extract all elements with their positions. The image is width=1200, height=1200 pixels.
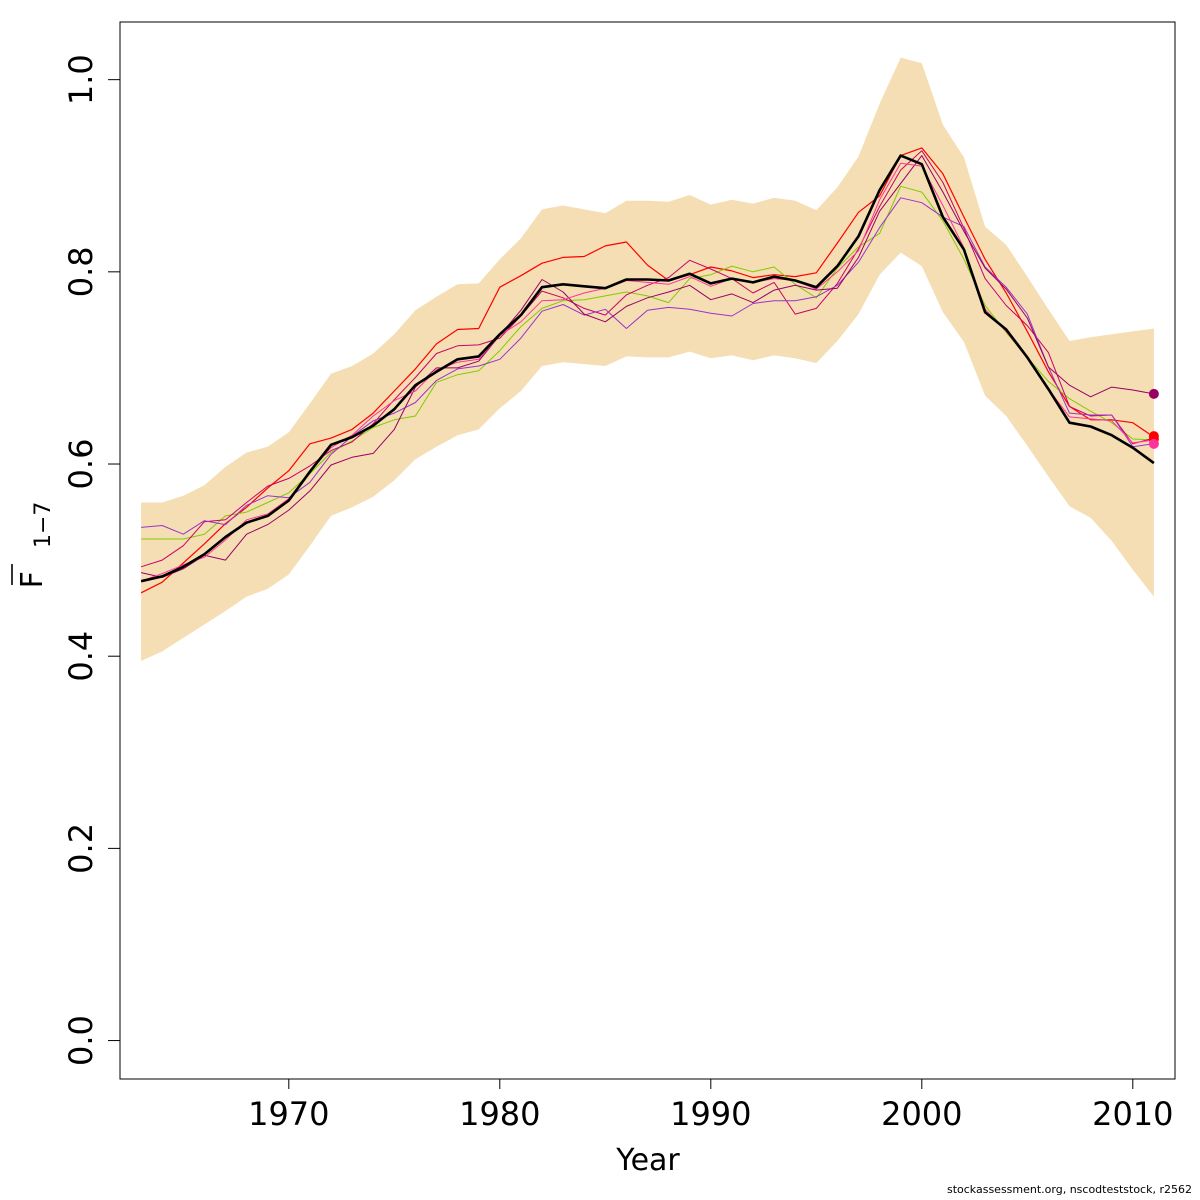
y-axis-title-main: F xyxy=(15,571,50,588)
series-lines xyxy=(140,147,1155,594)
estimate-line xyxy=(140,154,1155,583)
y-tick-label-1: 0.2 xyxy=(62,823,100,874)
y-tick-label-3: 0.6 xyxy=(62,439,100,490)
endpoint-marker-3 xyxy=(1148,438,1159,449)
y-axis: 0.0 0.2 0.4 0.6 0.8 1.0 xyxy=(62,54,121,1066)
x-axis-title: Year xyxy=(615,1143,680,1178)
credit-note: stockassessment.org, nscodteststock, r25… xyxy=(946,1183,1192,1196)
x-tick-label-1980: 1980 xyxy=(459,1095,540,1133)
confidence-band xyxy=(141,57,1154,662)
confidence-band-area xyxy=(141,57,1154,662)
retro-line-4 xyxy=(141,197,1154,535)
svg-text:F 1−7: F 1−7 xyxy=(15,502,56,589)
x-tick-label-2010: 2010 xyxy=(1092,1095,1173,1133)
retro-line-3 xyxy=(140,150,1155,568)
endpoint-markers xyxy=(1148,388,1159,449)
retro-line-1 xyxy=(140,147,1155,594)
y-tick-label-2: 0.4 xyxy=(62,631,100,682)
y-tick-label-5: 1.0 xyxy=(62,54,100,105)
y-tick-label-0: 0.0 xyxy=(62,1015,100,1066)
x-tick-label-1990: 1990 xyxy=(670,1095,751,1133)
endpoint-marker-0 xyxy=(1148,388,1159,399)
y-axis-title-sub: 1−7 xyxy=(31,502,56,548)
y-axis-title: F 1−7 xyxy=(11,502,56,589)
y-tick-label-4: 0.8 xyxy=(62,246,100,297)
x-tick-label-2000: 2000 xyxy=(881,1095,962,1133)
retro-line-5 xyxy=(140,155,1154,578)
x-axis: 1970 1980 1990 2000 2010 xyxy=(248,1078,1174,1133)
x-tick-label-1970: 1970 xyxy=(248,1095,329,1133)
